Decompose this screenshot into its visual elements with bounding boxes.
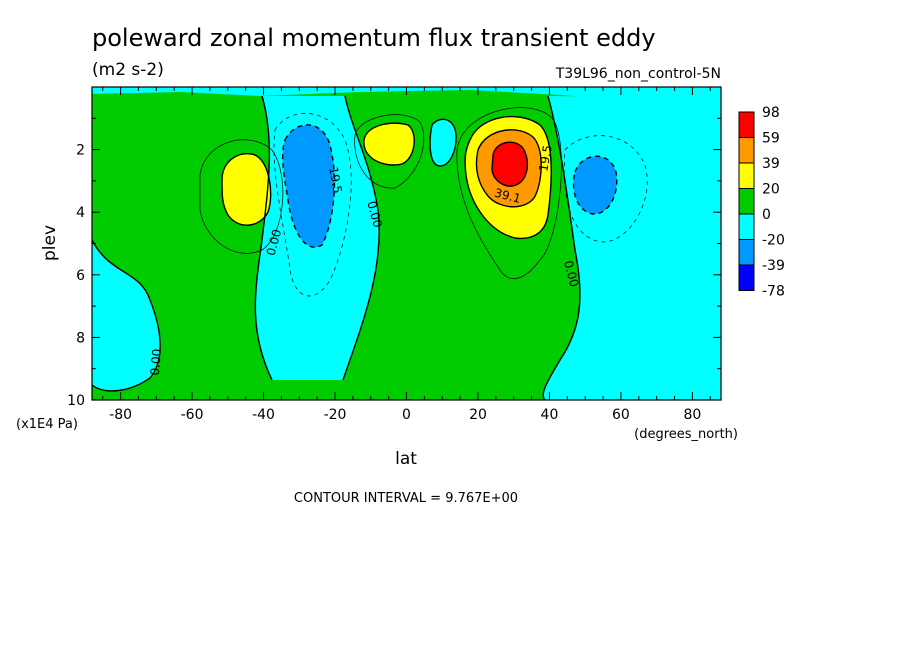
x-tick-label: 80 — [683, 407, 701, 423]
colorbar-label: 0 — [762, 207, 771, 223]
contour-label: 0.00 — [364, 200, 384, 229]
contour-line — [464, 115, 552, 240]
colorbar-label: 59 — [762, 131, 780, 147]
contour-line — [491, 141, 529, 187]
contour-label: 39.1 — [493, 186, 522, 206]
contour-thin-negative-line — [273, 113, 352, 297]
x-tick-label: -60 — [181, 407, 204, 423]
region-equatorial-positive-max — [363, 123, 415, 165]
x-axis: -80 -60 -40 -20 0 20 40 60 80 — [102, 87, 711, 423]
contour-zero-line — [254, 95, 273, 381]
region-southwest-negative — [92, 240, 161, 391]
y-tick-label: 6 — [76, 268, 85, 284]
colorbar-swatch — [738, 239, 755, 266]
region-top-negative — [92, 87, 721, 98]
x-tick-label: -40 — [252, 407, 275, 423]
region-northern-positive-core — [492, 142, 528, 187]
contour-label: 19.5 — [536, 144, 554, 173]
x-tick-label: 20 — [469, 407, 487, 423]
y-tick-label: 4 — [76, 205, 85, 221]
x-tick-label: 40 — [541, 407, 559, 423]
contour-label: 0.00 — [561, 259, 581, 288]
region-southern-positive-max — [222, 153, 271, 226]
contour-line — [363, 122, 415, 166]
colorbar-swatch — [738, 111, 755, 138]
contour-thin-negative-line — [563, 135, 648, 243]
colorbar-swatch — [738, 188, 755, 215]
colorbar-label: 20 — [762, 182, 780, 198]
colorbar-swatch — [738, 264, 755, 291]
chart-units: (m2 s-2) — [92, 60, 164, 80]
contour-thin-line — [456, 107, 562, 280]
contour-line — [221, 153, 272, 226]
colorbar-swatch — [738, 213, 755, 240]
contour-negative-line — [572, 155, 618, 215]
x-axis-units: (degrees_north) — [634, 427, 738, 442]
colorbar: 98 59 39 20 0 -20 -39 -78 — [738, 105, 785, 300]
chart-title: poleward zonal momentum flux transient e… — [92, 24, 656, 52]
contour-label: 0.00 — [148, 348, 164, 376]
contour-interval-text: CONTOUR INTERVAL = 9.767E+00 — [294, 491, 518, 506]
colorbar-swatch — [738, 137, 755, 164]
colorbar-label: -78 — [762, 284, 785, 300]
region-northern-negative-core — [573, 156, 617, 215]
x-tick-label: 0 — [402, 407, 411, 423]
contour-field: 0.00 19.5 0.00 39.1 19.5 0.00 0.00 — [92, 87, 721, 400]
colorbar-label: 98 — [762, 105, 780, 121]
contour-thin-line — [354, 114, 425, 189]
y-tick-label: 10 — [67, 393, 85, 409]
y-axis: 2 4 6 8 10 — [67, 117, 721, 409]
y-axis-units: (x1E4 Pa) — [16, 417, 78, 432]
region-southern-negative-core — [282, 124, 335, 248]
y-tick-label: 8 — [76, 330, 85, 346]
x-tick-label: -20 — [324, 407, 347, 423]
y-tick-label: 2 — [76, 143, 85, 159]
x-axis-label: lat — [395, 449, 417, 469]
contour-zero-line — [92, 239, 161, 392]
run-label: T39L96_non_control-5N — [555, 66, 721, 82]
contour-zero-line — [342, 95, 380, 381]
colorbar-swatch — [738, 162, 755, 189]
x-tick-label: 60 — [612, 407, 630, 423]
contour-line — [475, 129, 542, 208]
y-axis-label: plev — [40, 225, 60, 261]
contour-labels: 0.00 19.5 0.00 39.1 19.5 0.00 0.00 — [148, 144, 582, 376]
colorbar-label: -20 — [762, 233, 785, 249]
contour-zero-line — [429, 118, 457, 167]
colorbar-label: -39 — [762, 258, 785, 274]
colorbar-label: 39 — [762, 156, 780, 172]
contour-thin-line — [199, 139, 284, 254]
contour-label: 19.5 — [326, 166, 344, 195]
contour-label: 0.00 — [264, 228, 284, 257]
x-tick-label: -80 — [109, 407, 132, 423]
region-equatorial-negative — [430, 119, 457, 166]
